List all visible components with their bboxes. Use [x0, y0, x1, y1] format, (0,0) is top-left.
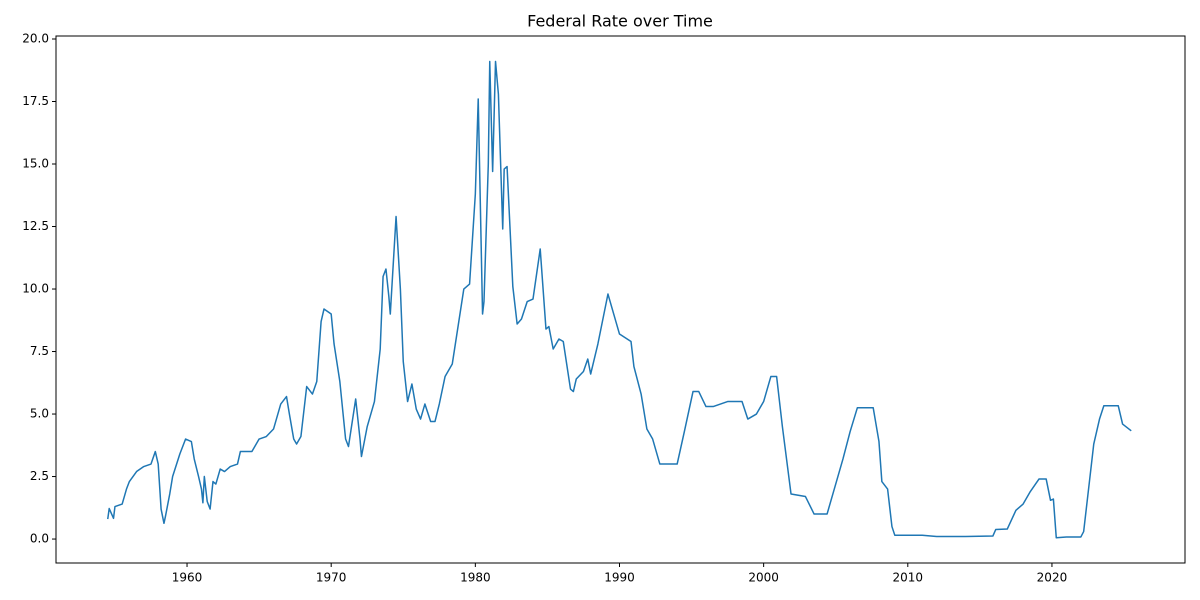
x-tick-label: 1980: [460, 571, 491, 585]
y-tick-label: 20.0: [22, 32, 49, 46]
y-tick-label: 12.5: [22, 219, 49, 233]
y-tick-label: 0.0: [30, 532, 49, 546]
y-tick-label: 10.0: [22, 282, 49, 296]
y-tick-label: 7.5: [30, 344, 49, 358]
x-tick-label: 2010: [893, 571, 924, 585]
line-series: [107, 60, 1132, 539]
x-tick-label: 1960: [172, 571, 203, 585]
x-tick-label: 2000: [748, 571, 779, 585]
y-tick-label: 5.0: [30, 407, 49, 421]
y-tick-label: 2.5: [30, 469, 49, 483]
y-tick-label: 17.5: [22, 94, 49, 108]
y-tick-label: 15.0: [22, 157, 49, 171]
chart-title: Federal Rate over Time: [527, 12, 713, 31]
x-tick-label: 2020: [1037, 571, 1068, 585]
plot-frame: [55, 35, 1186, 564]
x-tick-label: 1990: [604, 571, 635, 585]
x-tick-label: 1970: [316, 571, 347, 585]
